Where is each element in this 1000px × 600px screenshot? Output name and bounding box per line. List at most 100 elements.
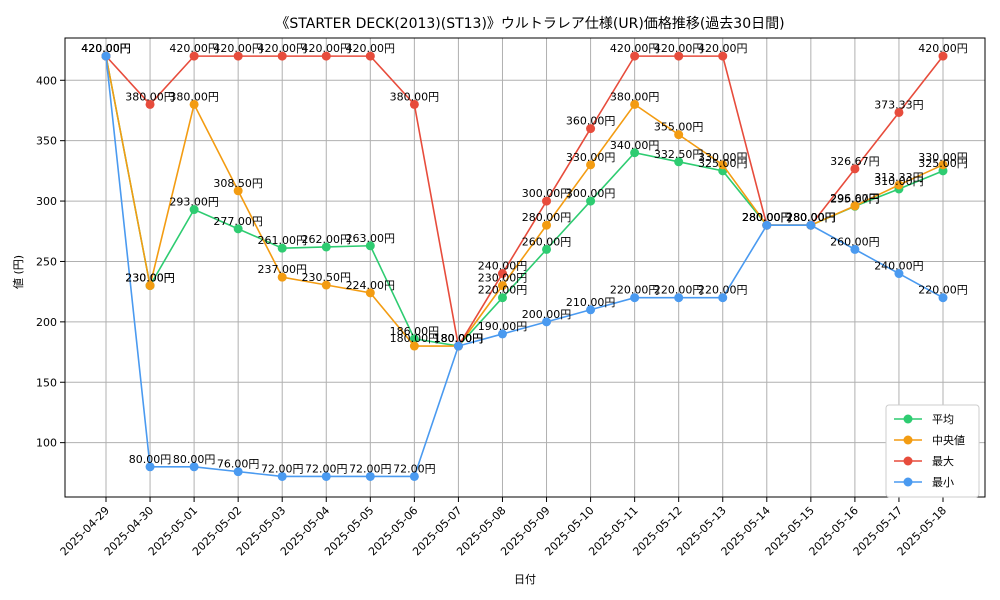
data-point: [938, 51, 948, 61]
grid: [65, 38, 985, 497]
data-point: [189, 51, 199, 61]
data-label: 220.00円: [478, 284, 528, 297]
data-label: 72.00円: [349, 462, 392, 475]
data-point: [497, 269, 507, 279]
data-label: 280.00円: [742, 211, 792, 224]
data-point: [409, 341, 419, 351]
data-label: 325.00円: [698, 157, 748, 170]
data-label: 330.00円: [918, 151, 968, 164]
data-label: 380.00円: [610, 90, 660, 103]
legend-label: 最小: [932, 476, 954, 489]
data-point: [277, 51, 287, 61]
y-tick-label: 100: [36, 437, 57, 450]
data-label: 224.00円: [346, 279, 396, 292]
data-point: [894, 269, 904, 279]
legend-marker: [903, 435, 913, 445]
data-point: [938, 293, 948, 303]
data-label: 380.00円: [125, 90, 175, 103]
data-point: [718, 293, 728, 303]
data-point: [365, 288, 375, 298]
data-label: 260.00円: [830, 235, 880, 248]
data-label: 293.00円: [169, 196, 219, 209]
data-point: [850, 244, 860, 254]
data-label: 190.00円: [478, 320, 528, 333]
data-label: 380.00円: [390, 90, 440, 103]
data-label: 230.50円: [302, 271, 352, 284]
data-point: [497, 293, 507, 303]
y-tick-label: 200: [36, 316, 57, 329]
data-label: 296.00円: [830, 192, 880, 205]
data-point: [718, 160, 728, 170]
data-point: [189, 462, 199, 472]
data-point: [542, 220, 552, 230]
data-label: 326.67円: [830, 155, 880, 168]
data-label: 180.00円: [434, 332, 484, 345]
y-tick-label: 400: [36, 74, 57, 87]
data-label: 340.00円: [610, 139, 660, 152]
data-point: [365, 241, 375, 251]
data-label: 330.00円: [566, 151, 616, 164]
x-axis-label: 日付: [514, 573, 536, 586]
data-label: 72.00円: [305, 462, 348, 475]
y-tick-label: 250: [36, 255, 57, 268]
data-label: 72.00円: [261, 462, 304, 475]
data-label: 72.00円: [393, 462, 436, 475]
data-labels: 420.00円 230.00円 293.00円 277.00円 261.00円262.0…: [81, 42, 968, 475]
data-label: 308.50円: [213, 177, 263, 190]
data-label: 280.00円: [522, 211, 572, 224]
data-point: [630, 293, 640, 303]
data-label: 295.67円: [830, 192, 880, 205]
data-label: 380.00円: [169, 90, 219, 103]
data-label: 420.00円: [610, 42, 660, 55]
chart-title: 《STARTER DECK(2013)(ST13)》ウルトラレア仕様(UR)価格…: [275, 16, 784, 32]
data-label: 186.00円: [390, 325, 440, 338]
data-label: 262.00円: [302, 233, 352, 246]
series-group: [101, 51, 948, 481]
data-label: 220.00円: [654, 284, 704, 297]
data-label: 263.00円: [346, 232, 396, 245]
data-label: 220.00円: [610, 284, 660, 297]
data-label: 420.00円: [213, 42, 263, 55]
data-point: [321, 51, 331, 61]
data-point: [497, 281, 507, 291]
data-point: [233, 467, 243, 477]
data-point: [277, 243, 287, 253]
data-label: 180.00円: [434, 332, 484, 345]
data-label: 80.00円: [173, 453, 216, 466]
y-tick-label: 150: [36, 376, 57, 389]
data-label: 237.00円: [257, 263, 307, 276]
data-label: 230.00円: [478, 272, 528, 285]
data-point: [894, 107, 904, 117]
data-label: 332.50円: [654, 148, 704, 161]
data-point: [586, 160, 596, 170]
data-label: 420.00円: [81, 42, 131, 55]
data-point: [409, 99, 419, 109]
data-label: 230.00円: [125, 272, 175, 285]
data-point: [762, 220, 772, 230]
data-label: 420.00円: [257, 42, 307, 55]
data-label: 277.00円: [213, 215, 263, 228]
data-label: 230.00円: [125, 272, 175, 285]
data-label: 240.00円: [478, 260, 528, 273]
data-label: 180.00円: [434, 332, 484, 345]
data-point: [145, 462, 155, 472]
data-point: [542, 244, 552, 254]
data-label: 200.00円: [522, 308, 572, 321]
data-label: 420.00円: [81, 42, 131, 55]
data-label: 420.00円: [81, 42, 131, 55]
data-label: 280.00円: [786, 211, 836, 224]
data-label: 420.00円: [169, 42, 219, 55]
data-point: [542, 317, 552, 327]
data-label: 280.00円: [786, 211, 836, 224]
data-label: 280.00円: [742, 211, 792, 224]
data-label: 76.00円: [217, 458, 260, 471]
data-point: [277, 272, 287, 282]
data-label: 261.00円: [257, 234, 307, 247]
data-point: [586, 124, 596, 134]
data-label: 220.00円: [918, 284, 968, 297]
data-label: 325.00円: [918, 157, 968, 170]
data-point: [630, 148, 640, 158]
data-point: [321, 242, 331, 252]
